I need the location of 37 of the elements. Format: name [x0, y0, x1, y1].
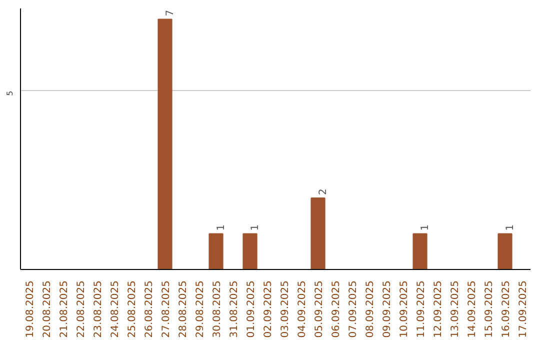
x-tick-label: 26.08.2025 — [144, 280, 155, 338]
data-label: 1 — [505, 224, 516, 231]
x-tick-label: 20.08.2025 — [42, 280, 53, 338]
x-tick-label: 31.08.2025 — [229, 280, 240, 338]
x-tick-label: 08.09.2025 — [365, 280, 376, 338]
x-tick-label: 21.08.2025 — [59, 280, 70, 338]
x-tick-label: 23.08.2025 — [93, 280, 104, 338]
x-tick-label: 27.08.2025 — [161, 280, 172, 338]
x-tick-label: 07.09.2025 — [348, 280, 359, 338]
data-label: 1 — [420, 224, 431, 231]
x-tick-label: 25.08.2025 — [127, 280, 138, 338]
x-tick-label: 24.08.2025 — [110, 280, 121, 338]
data-label: 7 — [165, 10, 176, 16]
x-tick-label: 03.09.2025 — [280, 280, 291, 338]
x-tick-label: 29.08.2025 — [195, 280, 206, 338]
x-tick-label: 12.09.2025 — [433, 280, 444, 338]
x-tick-label: 02.09.2025 — [263, 280, 274, 338]
x-tick-label: 16.09.2025 — [501, 280, 512, 338]
x-tick-label: 14.09.2025 — [467, 280, 478, 338]
x-tick-label: 15.09.2025 — [484, 280, 495, 338]
x-tick-label: 30.08.2025 — [212, 280, 223, 338]
x-tick-label: 17.09.2025 — [518, 280, 529, 338]
y-tick-label: 5 — [6, 90, 14, 96]
x-tick-label: 09.09.2025 — [382, 280, 393, 338]
x-tick-label: 06.09.2025 — [331, 280, 342, 338]
x-tick-label: 11.09.2025 — [416, 280, 427, 338]
x-tick-label: 13.09.2025 — [450, 280, 461, 338]
x-tick-label: 28.08.2025 — [178, 280, 189, 338]
data-label: 1 — [216, 224, 227, 231]
x-tick-label: 10.09.2025 — [399, 280, 410, 338]
x-tick-label: 04.09.2025 — [297, 280, 308, 338]
x-tick-label: 22.08.2025 — [76, 280, 87, 338]
x-tick-label: 19.08.2025 — [25, 280, 36, 338]
x-tick-label: 01.09.2025 — [246, 280, 257, 338]
x-tick-label: 05.09.2025 — [314, 280, 325, 338]
data-label: 1 — [250, 224, 261, 231]
data-label: 2 — [318, 188, 329, 195]
